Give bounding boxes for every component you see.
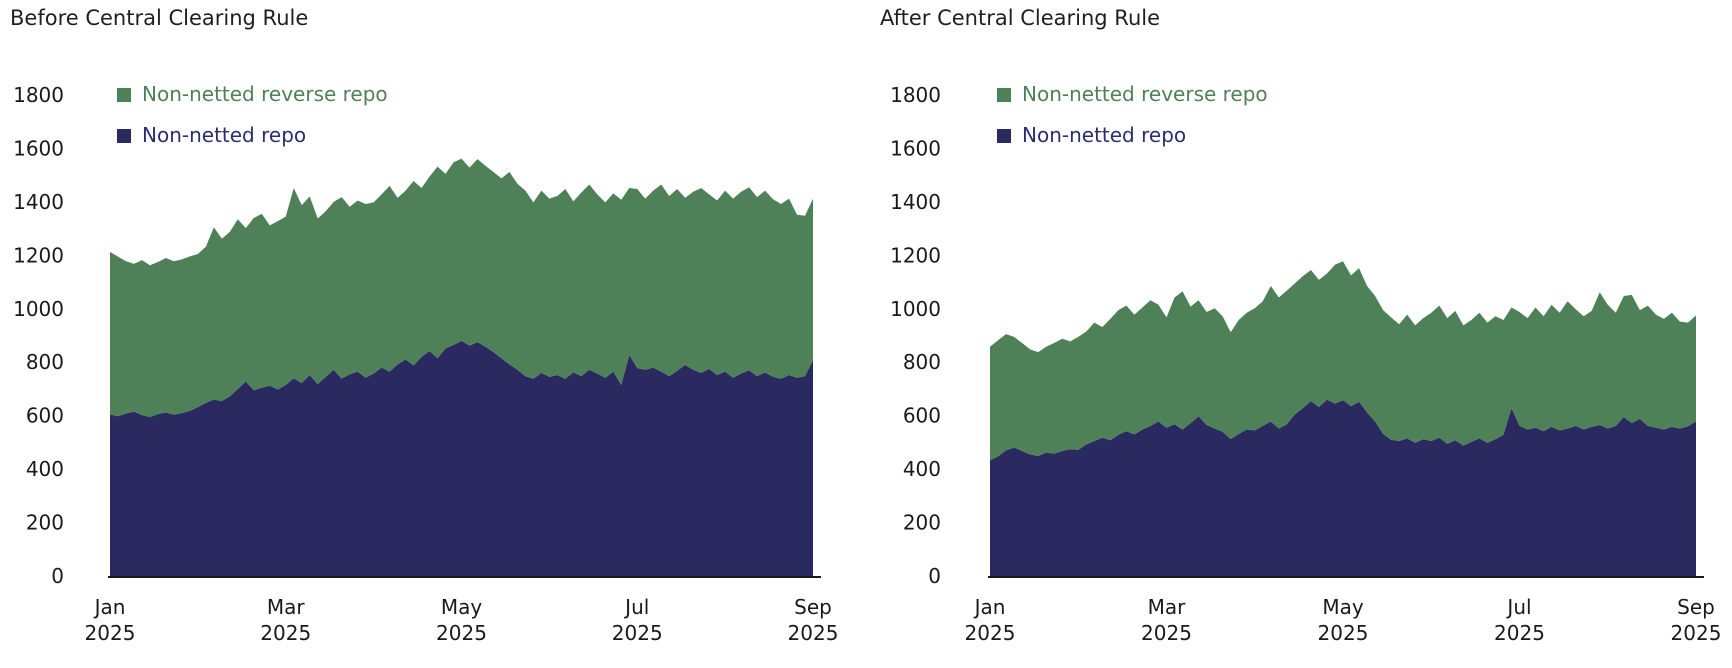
x-tick-month-label: May: [441, 595, 483, 619]
x-tick-year-label: 2025: [1494, 621, 1545, 645]
x-tick-month-label: Jan: [973, 595, 1006, 619]
y-tick-label: 1800: [13, 83, 64, 107]
x-tick-month-label: Mar: [267, 595, 306, 619]
x-tick-month-label: Jan: [93, 595, 126, 619]
x-tick-year-label: 2025: [1141, 621, 1192, 645]
x-tick-month-label: Sep: [794, 595, 832, 619]
x-tick-year-label: 2025: [85, 621, 136, 645]
y-tick-label: 400: [26, 457, 64, 481]
x-tick-year-label: 2025: [612, 621, 663, 645]
y-tick-label: 600: [26, 404, 64, 428]
legend-swatch-repo: [997, 129, 1011, 143]
y-tick-label: 400: [903, 457, 941, 481]
y-tick-label: 0: [51, 564, 64, 588]
y-tick-label: 1800: [890, 83, 941, 107]
legend-label-reverse-repo: Non-netted reverse repo: [1022, 82, 1268, 106]
area-layers-after: [990, 261, 1696, 576]
area-layers-before: [110, 158, 813, 576]
chart-title-before: Before Central Clearing Rule: [10, 6, 308, 30]
x-tick-year-label: 2025: [1671, 621, 1722, 645]
chart-before: Before Central Clearing Rule Non-netted …: [10, 6, 838, 645]
x-tick-month-label: Sep: [1677, 595, 1715, 619]
legend-swatch-reverse-repo: [997, 88, 1011, 102]
y-tick-label: 1600: [13, 136, 64, 160]
y-tick-label: 800: [903, 350, 941, 374]
x-tick-year-label: 2025: [1318, 621, 1369, 645]
area-non-netted-repo: [990, 399, 1696, 576]
y-tick-label: 1400: [890, 190, 941, 214]
legend-label-reverse-repo: Non-netted reverse repo: [142, 82, 388, 106]
legend-label-repo: Non-netted repo: [1022, 123, 1186, 147]
y-tick-label: 1200: [890, 243, 941, 267]
x-tick-year-label: 2025: [260, 621, 311, 645]
y-tick-label: 1000: [13, 297, 64, 321]
y-tick-label: 0: [928, 564, 941, 588]
legend-label-repo: Non-netted repo: [142, 123, 306, 147]
x-tick-month-label: Jul: [1505, 595, 1531, 619]
legend-swatch-reverse-repo: [117, 88, 131, 102]
y-tick-label: 1600: [890, 136, 941, 160]
x-tick-year-label: 2025: [965, 621, 1016, 645]
x-tick-month-label: May: [1322, 595, 1364, 619]
legend-swatch-repo: [117, 129, 131, 143]
x-tick-year-label: 2025: [788, 621, 839, 645]
y-tick-label: 200: [26, 511, 64, 535]
x-tick-month-label: Mar: [1148, 595, 1187, 619]
area-non-netted-repo: [110, 340, 813, 576]
x-tick-year-label: 2025: [436, 621, 487, 645]
chart-after: After Central Clearing Rule Non-netted r…: [880, 6, 1721, 645]
legend-after: Non-netted reverse repo Non-netted repo: [997, 82, 1268, 147]
y-tick-label: 600: [903, 404, 941, 428]
y-tick-label: 800: [26, 350, 64, 374]
y-tick-label: 1400: [13, 190, 64, 214]
y-tick-label: 200: [903, 511, 941, 535]
area-non-netted-reverse-repo: [110, 158, 813, 417]
area-non-netted-reverse-repo: [990, 261, 1696, 461]
y-axis-labels-before: 1800 1600 1400 1200 1000 800 600 400 200 0: [13, 83, 64, 588]
legend-before: Non-netted reverse repo Non-netted repo: [117, 82, 388, 147]
y-tick-label: 1000: [890, 297, 941, 321]
x-tick-month-label: Jul: [623, 595, 649, 619]
y-tick-label: 1200: [13, 243, 64, 267]
y-axis-labels-after: 1800 1600 1400 1200 1000 800 600 400 200 0: [890, 83, 941, 588]
chart-title-after: After Central Clearing Rule: [880, 6, 1160, 30]
